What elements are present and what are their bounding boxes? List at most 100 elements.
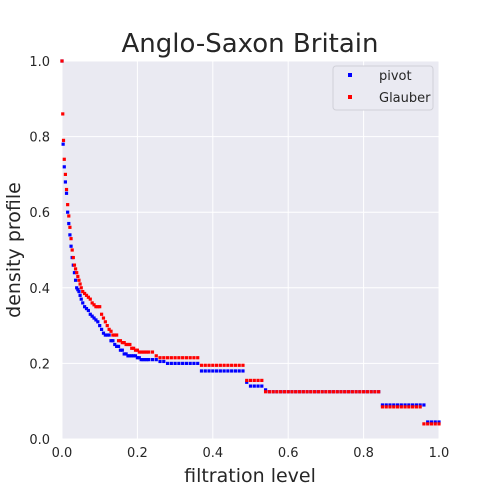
data-point-glauber (155, 354, 158, 357)
data-point-pivot (204, 369, 207, 372)
data-point-pivot (64, 180, 67, 183)
data-point-glauber (264, 390, 267, 393)
data-point-pivot (189, 362, 192, 365)
data-point-glauber (392, 405, 395, 408)
data-point-glauber (351, 390, 354, 393)
data-point-glauber (230, 364, 233, 367)
data-point-glauber (430, 422, 433, 425)
data-point-pivot (77, 290, 80, 293)
data-point-glauber (415, 405, 418, 408)
data-point-glauber (309, 390, 312, 393)
data-point-glauber (241, 364, 244, 367)
data-point-glauber (253, 379, 256, 382)
data-point-glauber (422, 422, 425, 425)
data-point-glauber (272, 390, 275, 393)
y-tick-label: 0.6 (29, 206, 50, 221)
data-point-glauber (381, 405, 384, 408)
data-point-pivot (147, 358, 150, 361)
legend: pivot Glauber (333, 66, 433, 110)
data-point-pivot (81, 301, 84, 304)
x-tick-label: 0.6 (278, 446, 299, 461)
data-point-pivot (422, 403, 425, 406)
data-point-pivot (166, 362, 169, 365)
data-point-pivot (87, 309, 90, 312)
data-point-pivot (111, 339, 114, 342)
data-point-pivot (230, 369, 233, 372)
data-point-pivot (192, 362, 195, 365)
data-point-pivot (68, 233, 71, 236)
data-point-glauber (115, 333, 118, 336)
data-point-glauber (215, 364, 218, 367)
y-tick-label: 0.4 (29, 282, 50, 297)
data-point-glauber (388, 405, 391, 408)
data-point-pivot (211, 369, 214, 372)
data-point-pivot (62, 143, 65, 146)
data-point-pivot (117, 345, 120, 348)
data-point-pivot (67, 222, 70, 225)
data-point-pivot (177, 362, 180, 365)
data-point-glauber (61, 112, 64, 115)
data-point-pivot (260, 384, 263, 387)
data-point-glauber (64, 173, 67, 176)
data-point-glauber (426, 422, 429, 425)
y-tick-label: 0.0 (29, 433, 50, 448)
data-point-pivot (78, 294, 81, 297)
data-point-glauber (67, 214, 70, 217)
legend-label-glauber: Glauber (379, 91, 431, 106)
legend-marker-pivot (348, 73, 352, 77)
data-point-glauber (66, 203, 69, 206)
data-point-pivot (74, 279, 77, 282)
data-point-glauber (223, 364, 226, 367)
data-point-pivot (121, 349, 124, 352)
data-point-pivot (63, 165, 66, 168)
data-point-pivot (98, 324, 101, 327)
data-point-pivot (241, 369, 244, 372)
data-point-glauber (75, 271, 78, 274)
data-point-glauber (305, 390, 308, 393)
x-axis-label: filtration level (184, 465, 316, 487)
data-point-glauber (158, 356, 161, 359)
x-tick-label: 0.4 (202, 446, 223, 461)
data-point-glauber (249, 379, 252, 382)
data-point-pivot (215, 369, 218, 372)
data-point-pivot (170, 362, 173, 365)
x-tick-label: 0.8 (353, 446, 374, 461)
data-point-glauber (275, 390, 278, 393)
data-point-pivot (207, 369, 210, 372)
data-point-glauber (74, 267, 77, 270)
data-point-glauber (268, 390, 271, 393)
data-point-glauber (238, 364, 241, 367)
data-point-glauber (192, 356, 195, 359)
data-point-glauber (69, 237, 72, 240)
data-point-glauber (302, 390, 305, 393)
data-point-glauber (77, 279, 80, 282)
data-point-glauber (290, 390, 293, 393)
data-point-glauber (407, 405, 410, 408)
y-tick-label: 1.0 (29, 55, 50, 70)
data-point-glauber (76, 275, 79, 278)
data-point-glauber (211, 364, 214, 367)
data-point-glauber (162, 356, 165, 359)
data-point-pivot (108, 333, 111, 336)
data-point-glauber (72, 256, 75, 259)
data-point-glauber (63, 158, 66, 161)
data-point-glauber (362, 390, 365, 393)
data-point-glauber (366, 390, 369, 393)
data-point-glauber (332, 390, 335, 393)
x-tick-label: 0.2 (127, 446, 148, 461)
data-point-glauber (260, 379, 263, 382)
data-point-glauber (298, 390, 301, 393)
data-point-pivot (162, 360, 165, 363)
data-point-glauber (185, 356, 188, 359)
data-point-glauber (354, 390, 357, 393)
data-point-glauber (200, 364, 203, 367)
chart-title: Anglo-Saxon Britain (121, 29, 378, 59)
data-point-glauber (294, 390, 297, 393)
data-point-glauber (181, 356, 184, 359)
data-point-pivot (234, 369, 237, 372)
data-point-glauber (321, 390, 324, 393)
data-point-pivot (66, 211, 69, 214)
data-point-glauber (62, 139, 65, 142)
data-point-glauber (106, 324, 109, 327)
data-point-glauber (174, 356, 177, 359)
